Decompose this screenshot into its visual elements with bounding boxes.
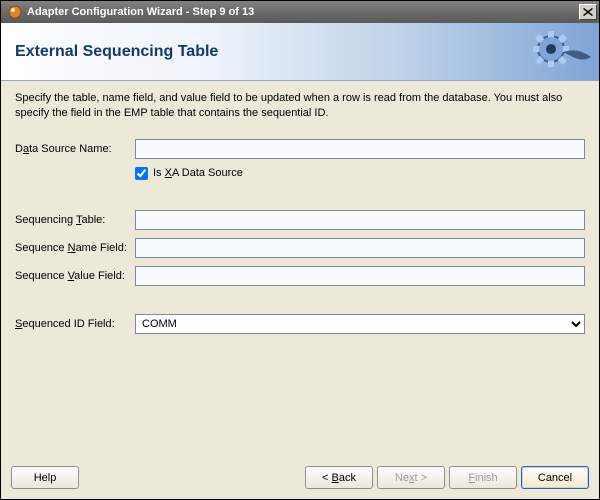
row-data-source-name: Data Source Name: — [15, 139, 585, 159]
row-sequence-name-field: Sequence Name Field: — [15, 238, 585, 258]
content-area: Specify the table, name field, and value… — [1, 81, 599, 458]
finish-button[interactable]: Finish — [449, 466, 517, 489]
label-sequencing-table: Sequencing Table: — [15, 214, 135, 226]
close-button[interactable] — [579, 4, 597, 20]
cancel-button[interactable]: Cancel — [521, 466, 589, 489]
label-sequence-value-field: Sequence Value Field: — [15, 270, 135, 282]
is-xa-checkbox[interactable] — [135, 167, 148, 180]
row-sequencing-table: Sequencing Table: — [15, 210, 585, 230]
label-sequenced-id-field: Sequenced ID Field: — [15, 318, 135, 330]
row-sequenced-id-field: Sequenced ID Field: COMM — [15, 314, 585, 334]
next-button[interactable]: Next > — [377, 466, 445, 489]
gear-icon — [523, 27, 593, 77]
header-banner: External Sequencing Table — [1, 23, 599, 81]
sequence-value-field-input[interactable] — [135, 266, 585, 286]
help-button[interactable]: Help — [11, 466, 79, 489]
titlebar: Adapter Configuration Wizard - Step 9 of… — [1, 1, 599, 23]
row-sequence-value-field: Sequence Value Field: — [15, 266, 585, 286]
sequence-name-field-input[interactable] — [135, 238, 585, 258]
label-sequence-name-field: Sequence Name Field: — [15, 242, 135, 254]
description-text: Specify the table, name field, and value… — [15, 91, 585, 121]
window-title: Adapter Configuration Wizard - Step 9 of… — [27, 6, 579, 18]
form-area: Data Source Name: Is XA Data Source Sequ… — [15, 139, 585, 450]
data-source-name-input[interactable] — [135, 139, 585, 159]
page-title: External Sequencing Table — [15, 43, 218, 61]
back-button[interactable]: < Back — [305, 466, 373, 489]
button-bar: Help < Back Next > Finish Cancel — [1, 458, 599, 499]
app-icon — [7, 4, 23, 20]
wizard-window: Adapter Configuration Wizard - Step 9 of… — [0, 0, 600, 500]
is-xa-label[interactable]: Is XA Data Source — [153, 167, 243, 179]
sequencing-table-input[interactable] — [135, 210, 585, 230]
sequenced-id-field-select[interactable]: COMM — [135, 314, 585, 334]
label-data-source-name: Data Source Name: — [15, 143, 135, 155]
row-is-xa: Is XA Data Source — [135, 167, 585, 180]
